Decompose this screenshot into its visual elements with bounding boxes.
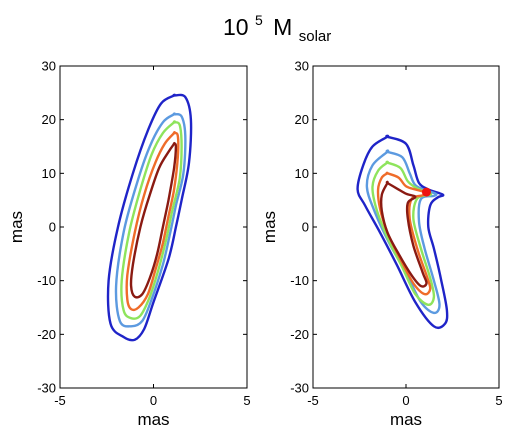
- figure-title: 10 5 M solar: [223, 4, 331, 45]
- right-x-tick-label: -5: [307, 393, 319, 408]
- right-x-axis-label: mas: [390, 410, 422, 429]
- left-y-tick-label: 20: [42, 112, 56, 127]
- right-panel: -5 0 5 -30 -20 -10 0 10 20 30 mas mas: [260, 59, 503, 430]
- left-x-axis-label: mas: [137, 410, 169, 429]
- left-panel: -5 0 5 -30 -20 -10 0 10 20 30 mas mas: [7, 59, 251, 430]
- title-exponent: 5: [255, 12, 263, 28]
- left-x-tick-label: 0: [150, 393, 157, 408]
- right-contour-level-4: [376, 171, 432, 296]
- right-x-tick-label: 0: [402, 393, 409, 408]
- left-x-ticks: -5 0 5: [54, 66, 251, 408]
- left-y-axis-label: mas: [7, 211, 26, 243]
- right-contour-level-3: [371, 160, 436, 307]
- right-y-tick-label: -20: [290, 327, 309, 342]
- left-contours: [106, 93, 193, 342]
- left-plot-frame: [59, 65, 248, 389]
- title-unit: M: [273, 14, 292, 40]
- right-contour-level-5: [379, 180, 428, 288]
- title-base: 10: [223, 14, 249, 40]
- left-contour-level-3: [120, 120, 183, 320]
- right-y-tick-label: 0: [302, 220, 309, 235]
- left-contour-level-4: [125, 130, 180, 312]
- left-x-tick-label: 5: [243, 393, 250, 408]
- left-y-tick-label: 0: [49, 220, 56, 235]
- right-source-marker: [421, 187, 431, 197]
- right-x-ticks: -5 0 5: [307, 66, 503, 408]
- left-y-ticks: -30 -20 -10 0 10 20 30: [37, 59, 247, 396]
- right-markers: [421, 187, 431, 197]
- title-subscript: solar: [299, 28, 332, 45]
- left-contour-level-2: [114, 112, 187, 328]
- right-y-tick-label: -30: [290, 381, 309, 396]
- left-y-tick-label: 10: [42, 166, 56, 181]
- right-contour-level-2: [365, 149, 441, 315]
- right-x-tick-label: 5: [495, 393, 502, 408]
- right-y-ticks: -30 -20 -10 0 10 20 30: [290, 59, 499, 396]
- right-y-axis-label: mas: [260, 211, 279, 243]
- left-y-tick-label: -20: [37, 327, 56, 342]
- left-contour-level-1: [106, 93, 193, 342]
- left-contour-level-5: [129, 141, 178, 299]
- right-y-tick-label: 10: [295, 166, 309, 181]
- left-y-tick-label: -30: [37, 381, 56, 396]
- left-y-tick-label: -10: [37, 273, 56, 288]
- right-y-tick-label: 20: [295, 112, 309, 127]
- right-y-tick-label: 30: [295, 59, 309, 74]
- left-x-tick-label: -5: [54, 393, 66, 408]
- right-plot-frame: [312, 65, 500, 389]
- right-y-tick-label: -10: [290, 273, 309, 288]
- left-y-tick-label: 30: [42, 59, 56, 74]
